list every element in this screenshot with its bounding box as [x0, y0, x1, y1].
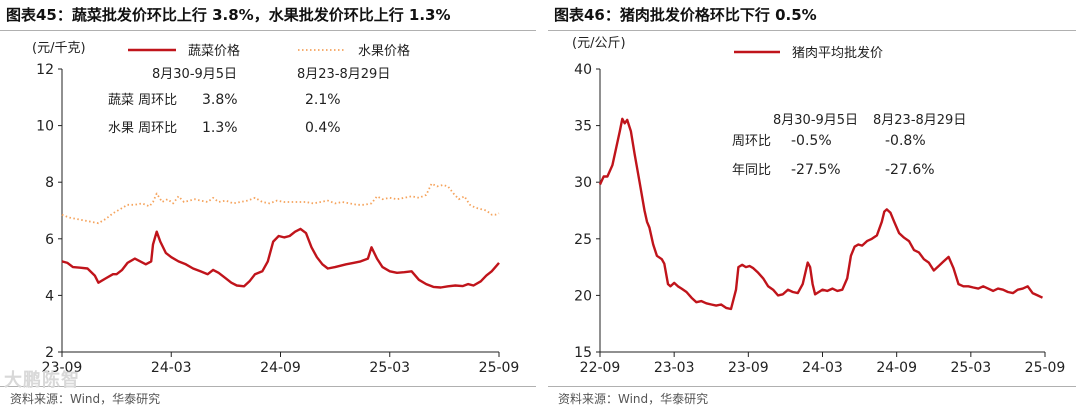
x-tick-label: 25-09: [1025, 360, 1066, 376]
annotation-value: 0.4%: [305, 120, 341, 136]
chart-panel-pork: 图表46：猪肉批发价格环比下行 0.5% 15 20 25 30 35 40 22-09 23…: [548, 0, 1080, 407]
y-tick-label: 12: [36, 62, 54, 78]
annotation-value: 2.1%: [305, 92, 341, 108]
x-tick-label: 24-09: [876, 360, 917, 376]
annotation-value: -27.5%: [791, 162, 841, 178]
source-note: 资料来源：Wind，华泰研究: [558, 392, 709, 406]
annotation-value: 3.8%: [202, 92, 238, 108]
y-tick-label: 6: [45, 232, 54, 248]
y-tick-label: 20: [574, 288, 592, 304]
x-tick-label: 25-03: [369, 360, 410, 376]
x-tick-label: 24-03: [151, 360, 192, 376]
y-axis-unit-label: (元/公斤): [572, 36, 626, 51]
x-tick-label: 25-03: [950, 360, 991, 376]
chart-title: 图表45：蔬菜批发价环比上行 3.8%，水果批发价环比上行 1.3%: [6, 6, 451, 24]
y-tick-label: 10: [36, 119, 54, 135]
source-note: 资料来源：Wind，华泰研究: [10, 392, 161, 406]
chart-title: 图表46：猪肉批发价格环比下行 0.5%: [554, 6, 817, 24]
legend-label: 水果价格: [358, 43, 410, 59]
legend-label: 猪肉平均批发价: [792, 45, 883, 61]
annotation-header: 8月30-9月5日: [773, 113, 858, 128]
annotation-row-label: 水果 周环比: [108, 121, 177, 136]
annotation-header: 8月30-9月5日: [152, 67, 237, 82]
annotation-value: -0.5%: [791, 133, 832, 149]
x-tick-label: 22-09: [580, 360, 621, 376]
x-tick-label: 24-03: [802, 360, 843, 376]
series-line-2: [61, 182, 500, 225]
y-tick-label: 30: [574, 175, 592, 191]
legend-label: 蔬菜价格: [188, 43, 240, 59]
annotation-value: -27.6%: [885, 162, 935, 178]
y-tick-label: 8: [45, 175, 54, 191]
x-tick-label: 23-09: [728, 360, 769, 376]
bottom-rule: [0, 386, 536, 387]
x-tick-label: 25-09: [479, 360, 520, 376]
x-tick-label: 23-03: [654, 360, 695, 376]
x-tick-label: 24-09: [260, 360, 301, 376]
vegetable-fruit-price-chart: 2 4 6 8 10 12 23-09 24-03 24-09 25-03 25-09 (元/千克) 蔬…: [32, 41, 520, 376]
top-rule: [548, 30, 1076, 31]
top-rule: [0, 30, 536, 31]
annotation-value: -0.8%: [885, 133, 926, 149]
y-tick-label: 25: [574, 232, 592, 248]
y-tick-label: 15: [574, 345, 592, 361]
annotation-value: 1.3%: [202, 120, 238, 136]
chart-panel-vegetable-fruit: 图表45：蔬菜批发价环比上行 3.8%，水果批发价环比上行 1.3% 2 4 6 8 1…: [0, 6, 536, 406]
watermark-text: 大鹏陈智: [4, 370, 80, 391]
annotation-header: 8月23-8月29日: [297, 67, 390, 82]
series-line-1: [598, 117, 1044, 311]
y-tick-label: 4: [45, 288, 54, 304]
y-axis-unit-label: (元/千克): [32, 41, 86, 56]
pork-price-chart: 15 20 25 30 35 40 22-09 23-03 23-09 24-03 24-09 25-…: [572, 36, 1066, 376]
y-tick-label: 2: [45, 345, 54, 361]
annotation-row-label: 蔬菜 周环比: [108, 93, 177, 108]
y-tick-label: 40: [574, 62, 592, 78]
y-tick-label: 35: [574, 119, 592, 135]
x-tick-label: 23-09: [42, 360, 83, 376]
annotation-row-label: 周环比: [732, 134, 771, 149]
bottom-rule: [548, 386, 1076, 387]
annotation-row-label: 年同比: [732, 163, 771, 178]
annotation-header: 8月23-8月29日: [873, 113, 966, 128]
series-line-1: [61, 227, 500, 289]
